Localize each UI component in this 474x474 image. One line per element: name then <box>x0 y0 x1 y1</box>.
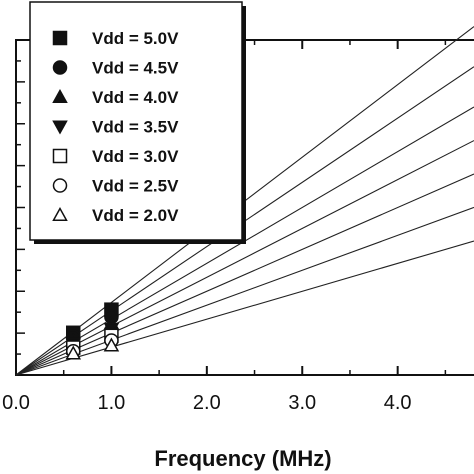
fit-line <box>15 140 474 376</box>
legend-entry: Vdd = 3.0V <box>92 147 179 166</box>
fit-line <box>15 173 474 376</box>
x-axis-title: Frequency (MHz) <box>154 446 331 471</box>
marker-circle <box>52 60 68 75</box>
marker-triangle-up <box>65 345 82 360</box>
legend-entry: Vdd = 2.5V <box>92 177 179 196</box>
x-tick-label: 1.0 <box>98 392 126 414</box>
fit-line <box>15 240 474 376</box>
marker-square <box>52 148 68 164</box>
marker-triangle-up <box>52 88 68 103</box>
x-tick-label: 0.0 <box>2 392 30 414</box>
x-tick-label: 4.0 <box>384 392 412 414</box>
legend-entry: Vdd = 2.0V <box>92 206 179 225</box>
fit-line <box>15 206 474 376</box>
marker-triangle-up <box>52 206 68 221</box>
marker-triangle-down <box>52 120 68 135</box>
legend-entry: Vdd = 5.0V <box>92 29 179 48</box>
legend: Vdd = 5.0V Vdd = 4.5V Vdd = 4.0V Vdd = 3.5V… <box>29 1 246 244</box>
marker-circle <box>52 178 68 193</box>
legend-entry: Vdd = 4.0V <box>92 88 179 107</box>
legend-entry: Vdd = 4.5V <box>92 59 179 78</box>
marker-square <box>52 30 68 46</box>
x-tick-label: 3.0 <box>288 392 316 414</box>
marker-triangle-up <box>103 337 120 352</box>
legend-entry: Vdd = 3.5V <box>92 118 179 137</box>
data-points <box>65 302 120 360</box>
x-tick-label: 2.0 <box>193 392 221 414</box>
